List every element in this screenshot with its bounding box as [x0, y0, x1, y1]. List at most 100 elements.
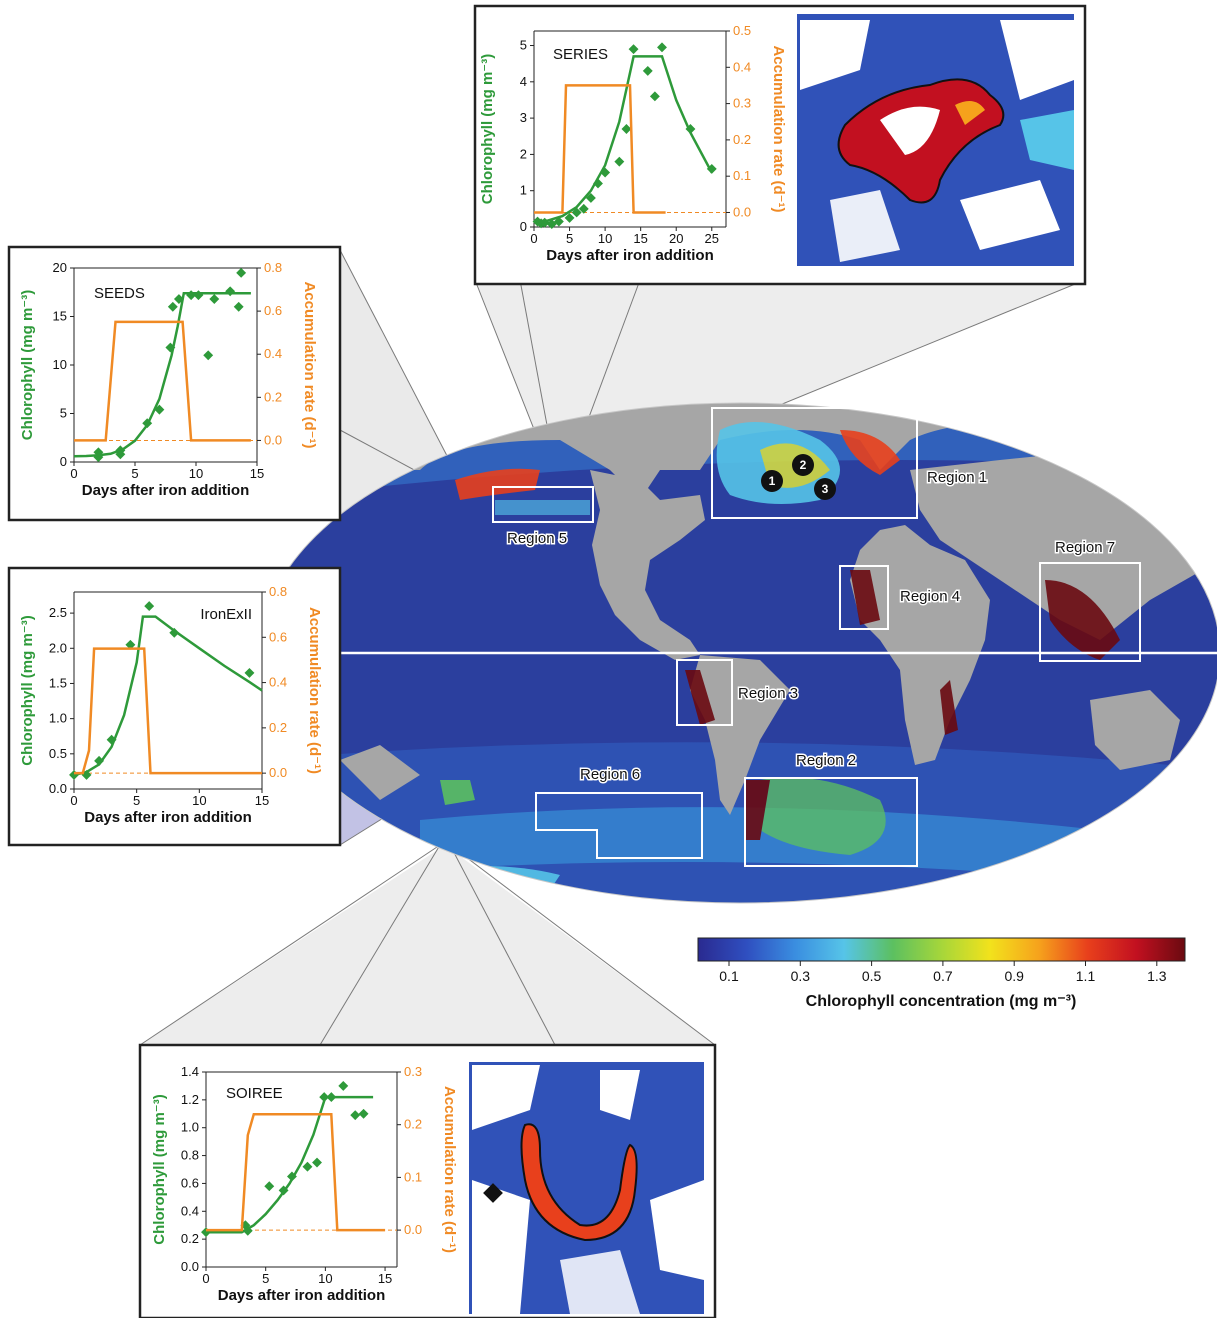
soiree-chl-point — [350, 1110, 361, 1121]
soiree-ylabel-left: Chlorophyll (mg m⁻³) — [151, 1094, 168, 1244]
seeds-rtick-label: 0.6 — [264, 303, 282, 318]
series-rate-line — [534, 84, 666, 214]
ironexii-ylabel-right: Accumulation rate (d⁻¹) — [306, 607, 323, 774]
site-markers: 1 2 3 — [761, 454, 836, 500]
series-xtick-label: 10 — [598, 231, 612, 246]
region-1-box — [711, 407, 918, 519]
seeds-rtick-label: 0.2 — [264, 389, 282, 404]
colorbar: 0.1 0.3 0.5 0.7 0.9 1.1 1.3 Chlorophyll concen… — [697, 937, 1186, 1010]
series-ytick-label: 2 — [520, 146, 527, 161]
ironexii-chl-point — [244, 667, 255, 678]
region-labels: Region 1 Region 2 Region 3 Region 4 Regi… — [506, 468, 1117, 785]
site-marker-1: 1 — [769, 474, 776, 488]
colorbar-bar — [697, 937, 1186, 962]
ironexii-xtick-label: 10 — [192, 793, 206, 808]
series-rtick-label: 0.4 — [733, 59, 751, 74]
region-boxes — [492, 407, 1141, 867]
ironexii-chart: 0 5 10 150.00.51.01.52.02.50.00.20.40.60.8I… — [19, 584, 323, 826]
seeds-xtick-label: 10 — [189, 466, 203, 481]
series-chl-point — [564, 212, 575, 223]
series-chart: 0 5 10 15 20 25 0 1 2 3 4 5 0.0 0.1 0.2 0.3 0.4 0.5 SERIES… — [479, 23, 787, 264]
series-xlabel: Days after iron addition — [546, 247, 714, 264]
site-marker-2: 2 — [800, 458, 807, 472]
region-7-label: Region 7 — [1055, 539, 1115, 556]
soiree-rate-line — [206, 1112, 386, 1232]
region-4-label: Region 4 — [900, 588, 960, 605]
series-chl-point — [578, 203, 589, 214]
series-xtick-label: 0 — [530, 231, 537, 246]
colorbar-tick-label: 0.3 — [791, 968, 811, 984]
seeds-chl-point — [203, 350, 214, 361]
soiree-title: SOIREE — [226, 1085, 283, 1102]
soiree-chl-point — [358, 1108, 369, 1119]
ironexii-panel-frame — [7, 566, 342, 847]
africa-land — [850, 525, 990, 765]
seeds-panel-frame — [7, 245, 342, 522]
region-7-box — [1039, 562, 1141, 662]
ironexii-xtick-label: 5 — [133, 793, 140, 808]
soiree-ytick-label: 0.4 — [181, 1203, 199, 1218]
soiree-chl-point — [312, 1157, 322, 1168]
colorbar-tick-label: 0.9 — [1004, 968, 1024, 984]
soiree-rtick-label: 0.2 — [404, 1117, 422, 1132]
region-2-label: Region 2 — [796, 752, 856, 769]
soiree-xtick-label: 5 — [262, 1271, 269, 1286]
ironexii-xtick-label: 0 — [70, 793, 77, 808]
soiree-chl-point — [338, 1080, 349, 1091]
ironexii-chl-fit-line — [73, 615, 263, 777]
series-chl-point — [621, 124, 632, 134]
series-xtick-label: 15 — [633, 231, 647, 246]
ironexii-ytick-label: 1.5 — [49, 675, 67, 690]
seeds-ytick-label: 0 — [60, 454, 67, 469]
series-rtick-label: 0.0 — [733, 204, 751, 219]
region-3-label: Region 3 — [738, 685, 798, 702]
series-chl-point — [657, 42, 667, 53]
soiree-xtick-label: 10 — [318, 1271, 332, 1286]
seeds-chl-point — [167, 301, 178, 312]
soiree-ytick-label: 1.2 — [181, 1092, 199, 1107]
seeds-ytick-label: 20 — [53, 260, 67, 275]
soiree-xtick-label: 0 — [202, 1271, 209, 1286]
seeds-title: SEEDS — [94, 285, 145, 302]
soiree-bloom-streak — [520, 1123, 638, 1242]
ironexii-xtick-label: 15 — [255, 793, 269, 808]
ironexii-chl-point — [94, 755, 105, 766]
seeds-rtick-label: 0.0 — [264, 432, 282, 447]
ironexii-rtick-label: 0.0 — [269, 765, 287, 780]
seeds-ylabel-right: Accumulation rate (d⁻¹) — [301, 281, 318, 448]
region-1-label: Region 1 — [927, 469, 987, 486]
ironexii-chl-point — [144, 601, 155, 612]
ironexii-rtick-label: 0.4 — [269, 675, 287, 690]
ironexii-ytick-label: 0.0 — [49, 781, 67, 796]
series-ytick-label: 4 — [520, 74, 527, 89]
soiree-xtick-label: 15 — [378, 1271, 392, 1286]
region-4-box — [839, 565, 889, 630]
ironexii-xlabel: Days after iron addition — [84, 809, 252, 826]
seeds-ytick-label: 10 — [53, 357, 67, 372]
colorbar-tick-label: 0.1 — [719, 968, 739, 984]
region-6-box — [535, 792, 703, 859]
soiree-rtick-label: 0.0 — [404, 1222, 422, 1237]
seeds-rtick-label: 0.8 — [264, 260, 282, 275]
region-5-box — [492, 486, 594, 523]
ironexii-rtick-label: 0.8 — [269, 584, 287, 599]
ironexii-rtick-label: 0.6 — [269, 629, 287, 644]
seeds-ytick-label: 15 — [53, 309, 67, 324]
australia-land — [1090, 690, 1180, 770]
soiree-ylabel-right: Accumulation rate (d⁻¹) — [441, 1086, 458, 1253]
ironexii-chl-point — [125, 639, 136, 650]
series-chl-point — [585, 193, 596, 203]
seeds-chl-fit-line — [73, 291, 251, 458]
seeds-chl-point — [209, 294, 220, 304]
seeds-chart: 0 5 10 15 0 5 10 15 20 0.0 0.2 0.4 0.6 0.8 SEEDS Days a… — [19, 260, 318, 499]
series-ytick-label: 5 — [520, 38, 527, 53]
region-6-label: Region 6 — [580, 766, 640, 783]
south-america-land — [690, 655, 790, 815]
soiree-satellite-image — [469, 1062, 704, 1314]
soiree-xlabel: Days after iron addition — [218, 1287, 386, 1304]
soiree-chl-point — [302, 1161, 313, 1172]
colorbar-title: Chlorophyll concentration (mg m⁻³) — [806, 993, 1077, 1010]
ironexii-rate-line — [74, 647, 262, 775]
